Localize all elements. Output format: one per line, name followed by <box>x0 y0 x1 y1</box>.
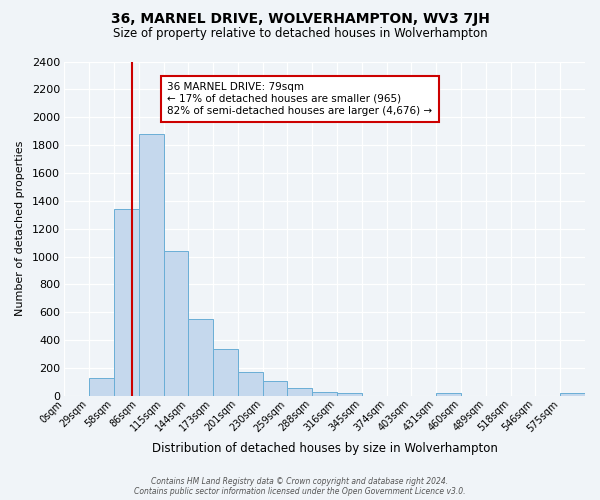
Text: Size of property relative to detached houses in Wolverhampton: Size of property relative to detached ho… <box>113 28 487 40</box>
Bar <box>114 209 139 396</box>
Bar <box>238 372 263 396</box>
Bar <box>312 392 337 396</box>
Bar <box>139 134 164 396</box>
X-axis label: Distribution of detached houses by size in Wolverhampton: Distribution of detached houses by size … <box>152 442 497 455</box>
Y-axis label: Number of detached properties: Number of detached properties <box>15 141 25 316</box>
Bar <box>164 251 188 396</box>
Bar <box>263 380 287 396</box>
Bar <box>436 393 461 396</box>
Text: 36, MARNEL DRIVE, WOLVERHAMPTON, WV3 7JH: 36, MARNEL DRIVE, WOLVERHAMPTON, WV3 7JH <box>110 12 490 26</box>
Text: Contains HM Land Registry data © Crown copyright and database right 2024.
Contai: Contains HM Land Registry data © Crown c… <box>134 476 466 496</box>
Bar <box>188 320 213 396</box>
Bar <box>337 393 362 396</box>
Bar <box>213 349 238 396</box>
Bar <box>287 388 312 396</box>
Bar <box>89 378 114 396</box>
Bar <box>560 393 585 396</box>
Text: 36 MARNEL DRIVE: 79sqm
← 17% of detached houses are smaller (965)
82% of semi-de: 36 MARNEL DRIVE: 79sqm ← 17% of detached… <box>167 82 433 116</box>
